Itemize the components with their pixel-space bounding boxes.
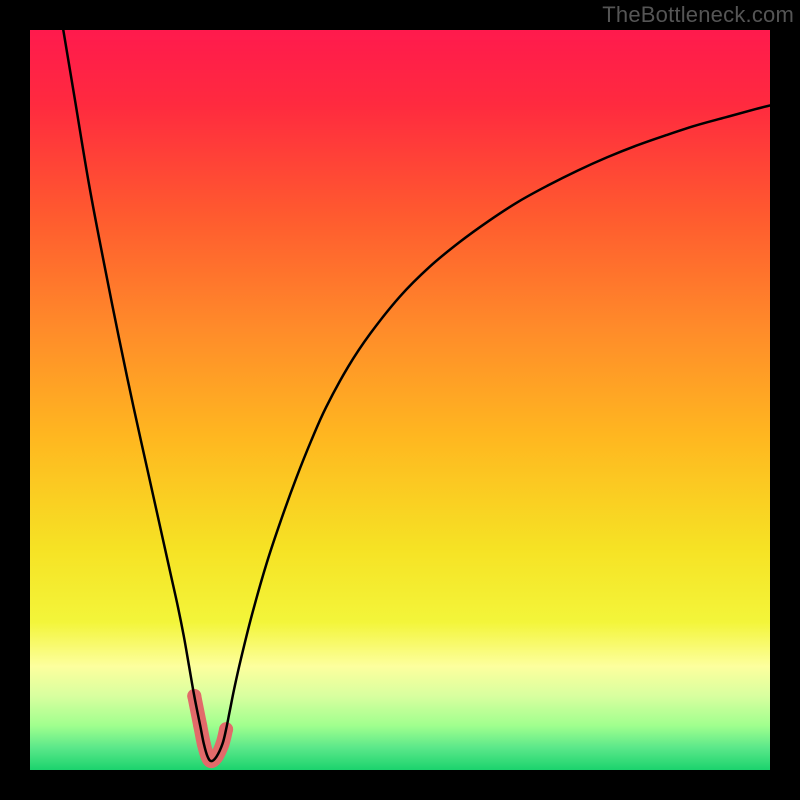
plot-area <box>30 30 770 770</box>
curve-svg <box>30 30 770 770</box>
main-curve <box>63 30 770 761</box>
chart-frame: TheBottleneck.com <box>0 0 800 800</box>
watermark-label: TheBottleneck.com <box>602 2 794 28</box>
